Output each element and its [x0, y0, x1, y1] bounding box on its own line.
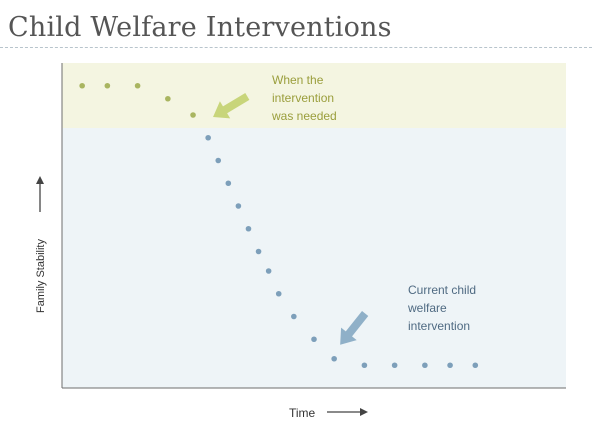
data-point — [265, 268, 272, 274]
chart-regions — [62, 63, 566, 388]
data-point — [79, 82, 85, 89]
data-point — [104, 82, 111, 89]
chart-annotations: When the intervention was needed Current ch… — [213, 73, 476, 345]
data-point — [447, 362, 453, 369]
data-point — [165, 95, 171, 102]
data-point — [422, 362, 428, 369]
data-point — [235, 203, 242, 209]
data-point — [291, 313, 297, 320]
data-point — [275, 290, 282, 297]
x-axis-label: Time — [289, 406, 316, 420]
data-point — [331, 355, 337, 362]
data-point — [205, 134, 211, 141]
data-points — [79, 82, 479, 369]
title-divider — [0, 47, 592, 48]
annotation-intervention-needed: When the intervention was needed — [271, 73, 337, 123]
region-lower-zone — [62, 128, 566, 388]
data-point — [190, 112, 196, 118]
y-axis-arrowhead — [36, 176, 44, 184]
data-point — [255, 248, 262, 255]
annotation-current-intervention: Current child welfare intervention — [407, 283, 476, 333]
data-point — [134, 82, 141, 89]
region-optimal-zone — [62, 63, 566, 128]
page-title: Child Welfare Interventions — [8, 12, 392, 43]
chart-axes: Time Family Stability — [35, 63, 566, 420]
data-point — [215, 157, 222, 164]
data-point — [391, 362, 398, 369]
arrow-current-intervention — [340, 311, 369, 345]
x-axis-arrowhead — [360, 408, 368, 416]
data-point — [472, 362, 479, 369]
data-point — [311, 336, 317, 343]
data-point — [225, 180, 232, 187]
data-point — [361, 362, 368, 369]
data-point — [245, 225, 252, 232]
arrow-intervention-needed — [213, 92, 250, 119]
y-axis-label: Family Stability — [35, 239, 47, 313]
